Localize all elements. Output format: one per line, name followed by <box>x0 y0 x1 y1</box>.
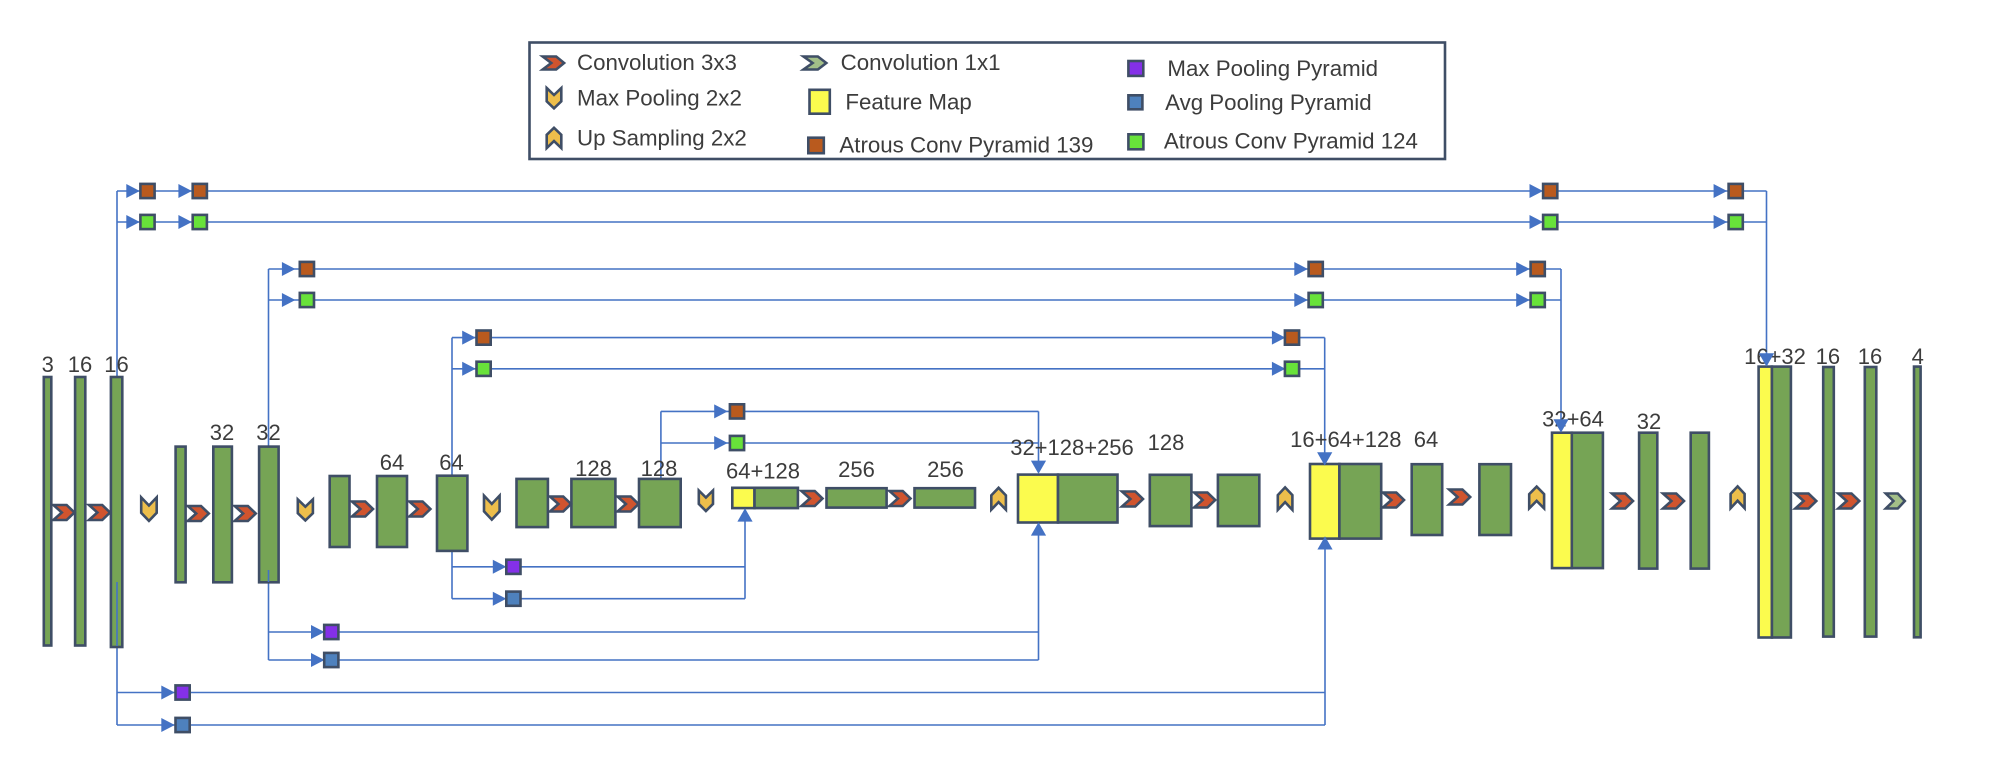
svg-text:Up Sampling 2x2: Up Sampling 2x2 <box>577 126 747 151</box>
svg-text:128: 128 <box>641 456 678 481</box>
svg-text:32+128+256: 32+128+256 <box>1010 435 1134 460</box>
svg-text:32: 32 <box>210 420 234 445</box>
svg-text:16+32: 16+32 <box>1744 344 1806 369</box>
svg-text:3: 3 <box>42 352 54 377</box>
svg-text:16: 16 <box>68 352 92 377</box>
svg-text:64: 64 <box>380 450 404 475</box>
svg-text:Convolution 1x1: Convolution 1x1 <box>841 50 1001 75</box>
svg-text:Atrous Conv Pyramid 124: Atrous Conv Pyramid 124 <box>1164 129 1418 154</box>
svg-text:Convolution 3x3: Convolution 3x3 <box>577 50 737 75</box>
svg-text:128: 128 <box>1148 430 1185 455</box>
svg-text:32+64: 32+64 <box>1542 407 1604 432</box>
svg-text:16: 16 <box>104 352 128 377</box>
svg-text:Avg Pooling Pyramid: Avg Pooling Pyramid <box>1165 90 1372 115</box>
svg-text:16+64+128: 16+64+128 <box>1290 427 1401 452</box>
svg-text:4: 4 <box>1912 344 1924 369</box>
svg-text:64+128: 64+128 <box>726 459 800 484</box>
svg-text:64: 64 <box>439 450 463 475</box>
svg-text:Atrous Conv Pyramid 139: Atrous Conv Pyramid 139 <box>839 133 1093 158</box>
svg-text:Max Pooling 2x2: Max Pooling 2x2 <box>577 86 742 111</box>
svg-text:64: 64 <box>1414 427 1438 452</box>
svg-text:256: 256 <box>838 457 875 482</box>
svg-text:Max Pooling Pyramid: Max Pooling Pyramid <box>1167 56 1378 81</box>
svg-text:32: 32 <box>256 420 280 445</box>
svg-text:32: 32 <box>1637 409 1661 434</box>
svg-text:128: 128 <box>575 456 612 481</box>
svg-text:16: 16 <box>1858 344 1882 369</box>
svg-text:Feature Map: Feature Map <box>845 90 971 115</box>
svg-text:256: 256 <box>927 457 964 482</box>
svg-text:16: 16 <box>1816 344 1840 369</box>
